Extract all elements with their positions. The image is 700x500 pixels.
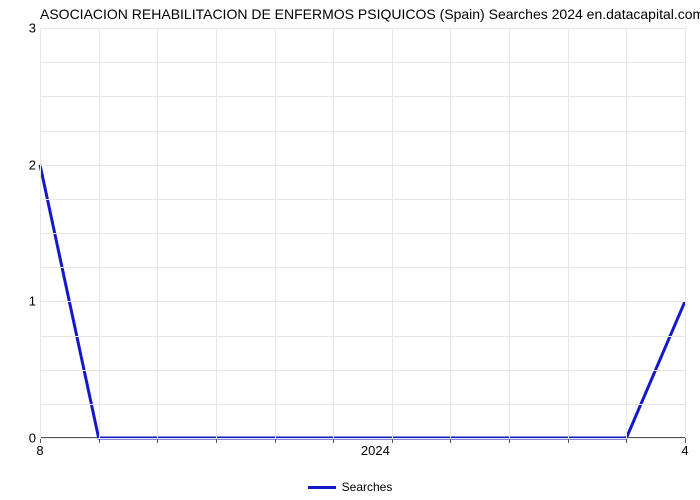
grid-line-h-minor: [40, 96, 685, 97]
y-tick-label: 0: [16, 431, 36, 446]
grid-line-h-major: [40, 301, 685, 302]
x-label-center: 2024: [361, 443, 390, 458]
grid-line-h-minor: [40, 404, 685, 405]
chart-title: ASOCIACION REHABILITACION DE ENFERMOS PS…: [40, 6, 690, 22]
chart-container: ASOCIACION REHABILITACION DE ENFERMOS PS…: [0, 0, 700, 500]
grid-line-h-minor: [40, 199, 685, 200]
y-tick-label: 3: [16, 21, 36, 36]
grid-line-h-minor: [40, 131, 685, 132]
x-label-left: 8: [36, 443, 43, 458]
y-tick-label: 1: [16, 294, 36, 309]
grid-line-h-major: [40, 438, 685, 439]
grid-line-h-minor: [40, 370, 685, 371]
legend: Searches: [0, 480, 700, 494]
x-label-right: 4: [681, 443, 688, 458]
legend-swatch: [308, 486, 336, 489]
grid-line-h-minor: [40, 336, 685, 337]
grid-line-h-minor: [40, 267, 685, 268]
grid-line-v: [685, 28, 686, 438]
legend-label: Searches: [342, 480, 393, 494]
grid-line-h-minor: [40, 62, 685, 63]
grid-line-h-minor: [40, 233, 685, 234]
y-tick-label: 2: [16, 157, 36, 172]
grid-line-h-major: [40, 165, 685, 166]
plot-area: 0123842024: [40, 28, 685, 438]
grid-line-h-major: [40, 28, 685, 29]
